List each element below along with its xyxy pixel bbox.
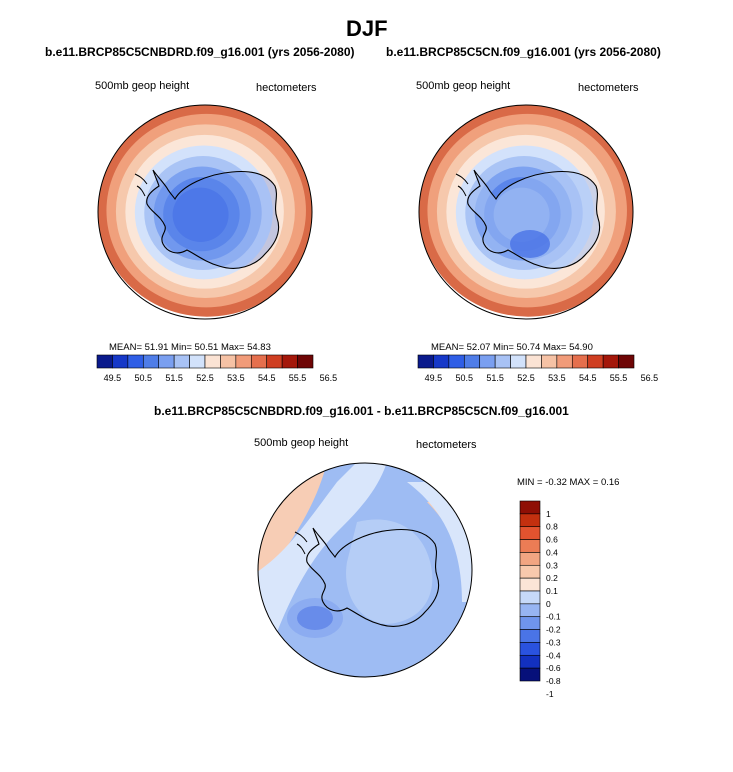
diff-colorbar-swatch [519,616,541,630]
diff-colorbar-tick-label: -0.2 [546,625,561,635]
panel2-units-label: hectometers [578,82,639,94]
diff-colorbar-swatch [519,564,541,579]
colorbar-swatch [602,354,619,369]
panel3-units-label: hectometers [416,439,477,451]
colorbar-tick-label: 56.5 [320,373,338,383]
diff-colorbar-tick-label: -0.6 [546,663,561,673]
colorbar-tick-label: 54.5 [258,373,276,383]
colorbar-tick-label: 51.5 [486,373,504,383]
diff-colorbar-tick-label: 0.4 [546,547,558,557]
colorbar-tick-label: 54.5 [579,373,597,383]
diff-colorbar-tick-label: -0.8 [546,676,561,686]
diff-colorbar-tick-label: 1 [546,509,551,519]
diff-colorbar-tick-label: 0 [546,599,551,609]
colorbar-swatch [587,354,604,369]
diff-colorbar: 1 0.8 0.6 0.4 0.3 0.2 0.1 0 -0.1 -0.2 -0.3 -0.4 -0.6… [519,500,561,699]
map1-ring [172,187,229,242]
diff-colorbar-tick-label: -1 [546,689,554,699]
colorbar-swatch [541,354,558,369]
diff-colorbar-swatch [519,500,541,515]
map3-neutral-area [258,463,387,642]
diff-colorbar-tick-label: 0.6 [546,535,558,545]
colorbar-tick-label: 53.5 [227,373,245,383]
season-title: DJF [346,16,388,41]
panel2-field-label: 500mb geop height [416,80,511,92]
diff-colorbar-swatch [519,667,541,682]
colorbar-swatch [127,354,144,369]
colorbar-swatch [525,354,542,369]
panel2-colorbar: 49.5 50.5 51.5 52.5 53.5 54.5 55.5 56.5 [417,354,658,383]
colorbar-swatch [479,354,496,369]
diff-colorbar-swatch [519,629,541,643]
diff-colorbar-tick-label: -0.3 [546,637,561,647]
map2-antarctica-coastline [467,169,601,269]
diff-colorbar-swatch [519,526,541,540]
map1-antarctica-coastline [146,169,280,269]
diff-colorbar-swatch [519,552,541,566]
colorbar-tick-label: 53.5 [548,373,566,383]
panel1-stats: MEAN= 51.91 Min= 50.51 Max= 54.83 [109,342,271,353]
diff-colorbar-swatch [519,513,541,528]
colorbar-swatch [281,354,298,369]
colorbar-tick-label: 55.5 [289,373,307,383]
panel1-case-title: b.e11.BRCP85C5CNBDRD.f09_g16.001 (yrs 20… [45,45,355,59]
map3-negative-area [287,598,343,638]
map3-antarctica-coastline [306,527,440,627]
colorbar-swatch [571,354,589,369]
colorbar-tick-label: 51.5 [165,373,183,383]
panel1-units-label: hectometers [256,82,317,94]
diff-colorbar-swatch [519,603,541,618]
colorbar-tick-label: 49.5 [425,373,443,383]
colorbar-swatch [556,354,573,369]
colorbar-swatch [204,354,221,369]
diff-colorbar-tick-label: -0.1 [546,612,561,622]
colorbar-swatch [250,354,268,369]
map3-weak-negative-area [346,519,433,624]
colorbar-swatch [433,354,450,369]
colorbar-swatch [463,354,481,369]
colorbar-tick-label: 49.5 [104,373,122,383]
colorbar-tick-label: 52.5 [517,373,535,383]
colorbar-swatch [220,354,237,369]
colorbar-swatch [297,354,314,369]
colorbar-swatch [417,354,434,369]
panel2-stats: MEAN= 52.07 Min= 50.74 Max= 54.90 [431,342,593,353]
diff-colorbar-tick-label: 0.1 [546,586,558,596]
colorbar-swatch [112,354,129,369]
diff-title: b.e11.BRCP85C5CNBDRD.f09_g16.001 - b.e11… [154,404,569,418]
diff-colorbar-swatch [519,642,541,656]
panel3-field-label: 500mb geop height [254,437,349,449]
diff-colorbar-swatch [519,590,541,605]
panel3-stats: MIN = -0.32 MAX = 0.16 [517,477,620,488]
diff-colorbar-tick-label: 0.2 [546,573,558,583]
map1-polar-plot [97,104,313,320]
diff-colorbar-swatch [519,539,541,553]
colorbar-tick-label: 55.5 [610,373,628,383]
diff-colorbar-swatch [519,654,541,669]
panel1-colorbar: 49.5 50.5 51.5 52.5 53.5 54.5 55.5 56.5 [96,354,337,383]
colorbar-swatch [142,354,160,369]
colorbar-swatch [266,354,283,369]
map3-polar-plot [257,462,473,678]
panel2-case-title: b.e11.BRCP85C5CN.f09_g16.001 (yrs 2056-2… [386,45,661,59]
diff-colorbar-tick-label: 0.3 [546,560,558,570]
panel1-field-label: 500mb geop height [95,80,190,92]
colorbar-tick-label: 52.5 [196,373,214,383]
diff-colorbar-tick-label: -0.4 [546,650,561,660]
map2-polar-plot [418,104,634,320]
colorbar-swatch [510,354,527,369]
colorbar-tick-label: 50.5 [135,373,153,383]
colorbar-swatch [235,354,252,369]
colorbar-swatch [96,354,113,369]
diff-colorbar-swatch [519,577,541,592]
colorbar-swatch [494,354,511,369]
colorbar-swatch [618,354,635,369]
colorbar-tick-label: 56.5 [641,373,659,383]
colorbar-swatch [189,354,206,369]
colorbar-swatch [158,354,175,369]
colorbar-tick-label: 50.5 [456,373,474,383]
diff-colorbar-tick-label: 0.8 [546,522,558,532]
colorbar-swatch [448,354,465,369]
colorbar-swatch [173,354,190,369]
